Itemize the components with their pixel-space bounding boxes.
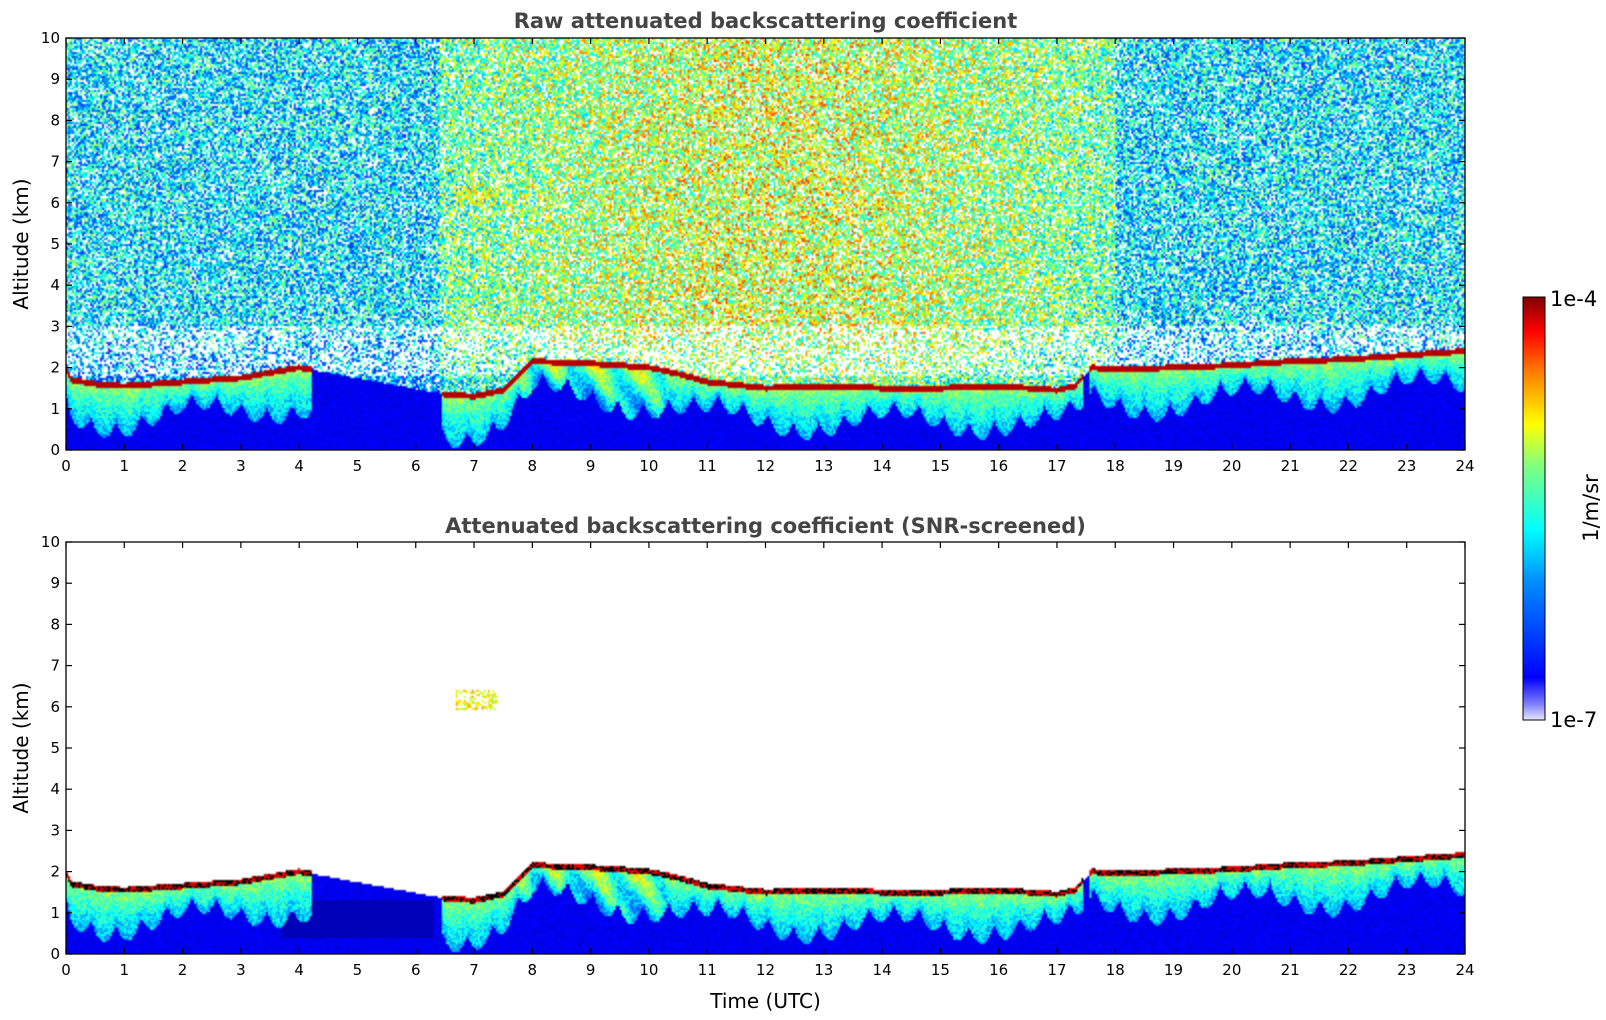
y-tick-label: 1	[50, 400, 60, 418]
y-axis-label-screened: Altitude (km)	[9, 682, 33, 813]
x-tick-label: 9	[586, 961, 596, 979]
x-tick-label: 15	[931, 457, 950, 475]
colorbar-gradient	[1522, 296, 1546, 721]
x-tick-label: 14	[873, 457, 892, 475]
x-tick-label: 21	[1281, 961, 1300, 979]
heatmap-raw	[66, 38, 1465, 450]
x-tick-label: 15	[931, 961, 950, 979]
y-tick-label: 5	[50, 235, 60, 253]
heatmap-screened	[66, 542, 1465, 954]
x-tick-label: 23	[1397, 457, 1416, 475]
axis-ticks-screened: 0 1 2 3 4 5 6 7 8 9 10 11 12 13 14 15 16 17 18 19 20 21 22 23 24…	[41, 533, 1475, 979]
x-tick-label: 24	[1455, 961, 1474, 979]
x-tick-label: 8	[528, 961, 538, 979]
colorbar-min-label: 1e-7	[1550, 708, 1597, 732]
x-tick-label: 10	[639, 961, 658, 979]
x-tick-label: 14	[873, 961, 892, 979]
x-tick-label: 10	[639, 457, 658, 475]
x-tick-label: 21	[1281, 457, 1300, 475]
x-tick-label: 6	[411, 961, 421, 979]
x-tick-label: 12	[756, 961, 775, 979]
x-tick-label: 18	[1106, 457, 1125, 475]
x-tick-label: 11	[698, 457, 717, 475]
x-tick-label: 13	[814, 457, 833, 475]
x-tick-label: 3	[236, 457, 246, 475]
x-tick-label: 2	[178, 457, 188, 475]
x-tick-label: 17	[1047, 961, 1066, 979]
x-tick-label: 20	[1222, 457, 1241, 475]
x-tick-label: 19	[1164, 961, 1183, 979]
y-tick-label: 6	[50, 698, 60, 716]
colorbar-max-label: 1e-4	[1550, 287, 1597, 311]
y-axis-label-raw: Altitude (km)	[9, 178, 33, 309]
x-tick-label: 22	[1339, 961, 1358, 979]
panel-screened: Attenuated backscattering coefficient (S…	[9, 514, 1475, 1013]
x-tick-label: 3	[236, 961, 246, 979]
x-axis-label: Time (UTC)	[709, 989, 821, 1013]
y-tick-label: 3	[50, 821, 60, 839]
colorbar: 1e-4 1e-7 1/m/sr	[1522, 287, 1603, 732]
panel-title-raw: Raw attenuated backscattering coefficien…	[514, 9, 1018, 33]
y-tick-label: 0	[50, 945, 60, 963]
y-tick-label: 8	[50, 111, 60, 129]
y-tick-label: 4	[50, 780, 60, 798]
y-tick-label: 10	[41, 29, 60, 47]
panel-title-screened: Attenuated backscattering coefficient (S…	[445, 514, 1086, 538]
x-tick-label: 1	[120, 457, 130, 475]
x-tick-label: 4	[294, 457, 304, 475]
x-tick-label: 0	[61, 457, 71, 475]
x-tick-label: 0	[61, 961, 71, 979]
x-tick-label: 24	[1455, 457, 1474, 475]
x-tick-label: 6	[411, 457, 421, 475]
x-tick-label: 5	[353, 457, 363, 475]
y-tick-label: 9	[50, 70, 60, 88]
y-tick-label: 0	[50, 441, 60, 459]
x-tick-label: 17	[1047, 457, 1066, 475]
y-tick-label: 4	[50, 276, 60, 294]
x-tick-label: 9	[586, 457, 596, 475]
x-tick-label: 4	[294, 961, 304, 979]
x-tick-label: 22	[1339, 457, 1358, 475]
x-tick-label: 23	[1397, 961, 1416, 979]
y-tick-label: 9	[50, 574, 60, 592]
y-tick-label: 2	[50, 359, 60, 377]
x-tick-label: 5	[353, 961, 363, 979]
y-tick-label: 2	[50, 863, 60, 881]
y-tick-label: 8	[50, 615, 60, 633]
y-tick-label: 6	[50, 194, 60, 212]
y-tick-label: 3	[50, 317, 60, 335]
x-tick-label: 13	[814, 961, 833, 979]
x-tick-label: 7	[469, 457, 479, 475]
y-tick-label: 5	[50, 739, 60, 757]
y-tick-label: 1	[50, 904, 60, 922]
x-tick-label: 11	[698, 961, 717, 979]
axis-ticks-raw: 0 1 2 3 4 5 6 7 8 9 10 11 12 13 14 15 16 17 18 19 20 21 22 23 24…	[41, 29, 1475, 475]
x-tick-label: 12	[756, 457, 775, 475]
x-tick-label: 20	[1222, 961, 1241, 979]
y-tick-label: 7	[50, 153, 60, 171]
y-tick-label: 10	[41, 533, 60, 551]
x-tick-label: 18	[1106, 961, 1125, 979]
x-tick-label: 16	[989, 457, 1008, 475]
panel-raw: Raw attenuated backscattering coefficien…	[9, 9, 1475, 475]
x-tick-label: 19	[1164, 457, 1183, 475]
x-tick-label: 1	[120, 961, 130, 979]
x-tick-label: 16	[989, 961, 1008, 979]
y-tick-label: 7	[50, 657, 60, 675]
colorbar-unit-label: 1/m/sr	[1579, 474, 1603, 542]
x-tick-label: 7	[469, 961, 479, 979]
x-tick-label: 2	[178, 961, 188, 979]
x-tick-label: 8	[528, 457, 538, 475]
